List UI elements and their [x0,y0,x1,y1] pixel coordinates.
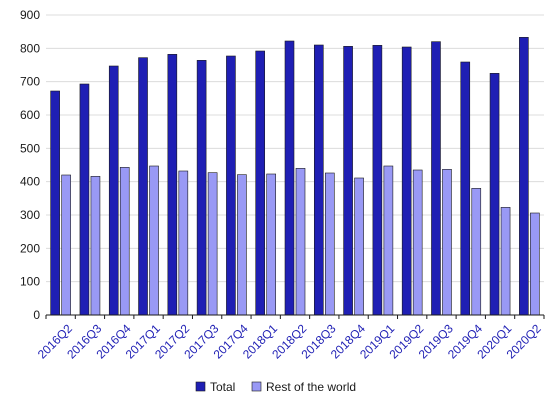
bar-rest-of-world-2017Q4 [237,174,247,316]
bar-rest-of-world-2019Q1 [383,165,394,316]
bar-total-2017Q2 [167,54,178,316]
y-tick-label: 800 [20,41,40,55]
bar-total-2018Q3 [313,44,324,316]
bar-rest-of-world-2018Q4 [354,177,364,316]
bar-rest-of-world-2017Q3 [207,172,218,316]
y-tick-label: 500 [20,141,40,155]
bar-total-2017Q4 [226,55,236,316]
y-tick-label: 700 [20,75,40,89]
bar-total-2019Q3 [431,41,441,316]
legend-swatch [251,381,262,392]
bar-rest-of-world-2016Q2 [61,174,71,316]
y-tick-label: 0 [33,308,40,322]
bar-rest-of-world-2016Q3 [90,176,101,316]
bar-rest-of-world-2016Q4 [119,167,130,316]
y-tick-label: 400 [20,175,40,189]
bar-total-2020Q1 [489,73,500,316]
bar-total-2016Q3 [79,83,90,316]
bar-total-2019Q2 [401,46,412,316]
bar-total-2019Q1 [372,45,383,316]
bar-total-2019Q4 [460,61,471,316]
bar-total-2017Q1 [138,57,148,316]
bar-total-2017Q3 [196,60,207,316]
bar-rest-of-world-2019Q4 [471,188,482,316]
bars [50,37,540,316]
legend: Total Rest of the world [195,380,356,394]
y-axis: 0 100 200 300 400 500 600 700 800 900 [20,8,40,322]
bar-total-2018Q4 [343,46,353,316]
bar-total-2016Q2 [50,90,60,316]
bar-total-2018Q2 [284,40,295,316]
bar-total-2016Q4 [108,65,119,316]
x-axis: 2016Q22016Q32016Q42017Q12017Q22017Q32017… [35,314,545,362]
bar-rest-of-world-2020Q1 [500,207,511,316]
y-tick-label: 200 [20,241,40,255]
bar-rest-of-world-2018Q3 [324,172,335,316]
legend-label: Total [210,380,235,394]
bar-rest-of-world-2018Q2 [295,168,306,316]
bar-rest-of-world-2017Q1 [149,165,159,316]
bar-total-2020Q2 [519,37,529,316]
y-tick-label: 600 [20,108,40,122]
bar-rest-of-world-2019Q2 [412,169,423,316]
y-tick-label: 300 [20,208,40,222]
bar-rest-of-world-2020Q2 [530,212,540,316]
bar-rest-of-world-2017Q2 [178,170,189,316]
legend-swatch [195,381,206,392]
bar-rest-of-world-2018Q1 [266,173,277,316]
bar-rest-of-world-2019Q3 [442,169,452,316]
y-tick-label: 100 [20,275,40,289]
legend-label: Rest of the world [266,380,356,394]
y-tick-label: 900 [20,8,40,22]
bar-total-2018Q1 [255,50,266,316]
